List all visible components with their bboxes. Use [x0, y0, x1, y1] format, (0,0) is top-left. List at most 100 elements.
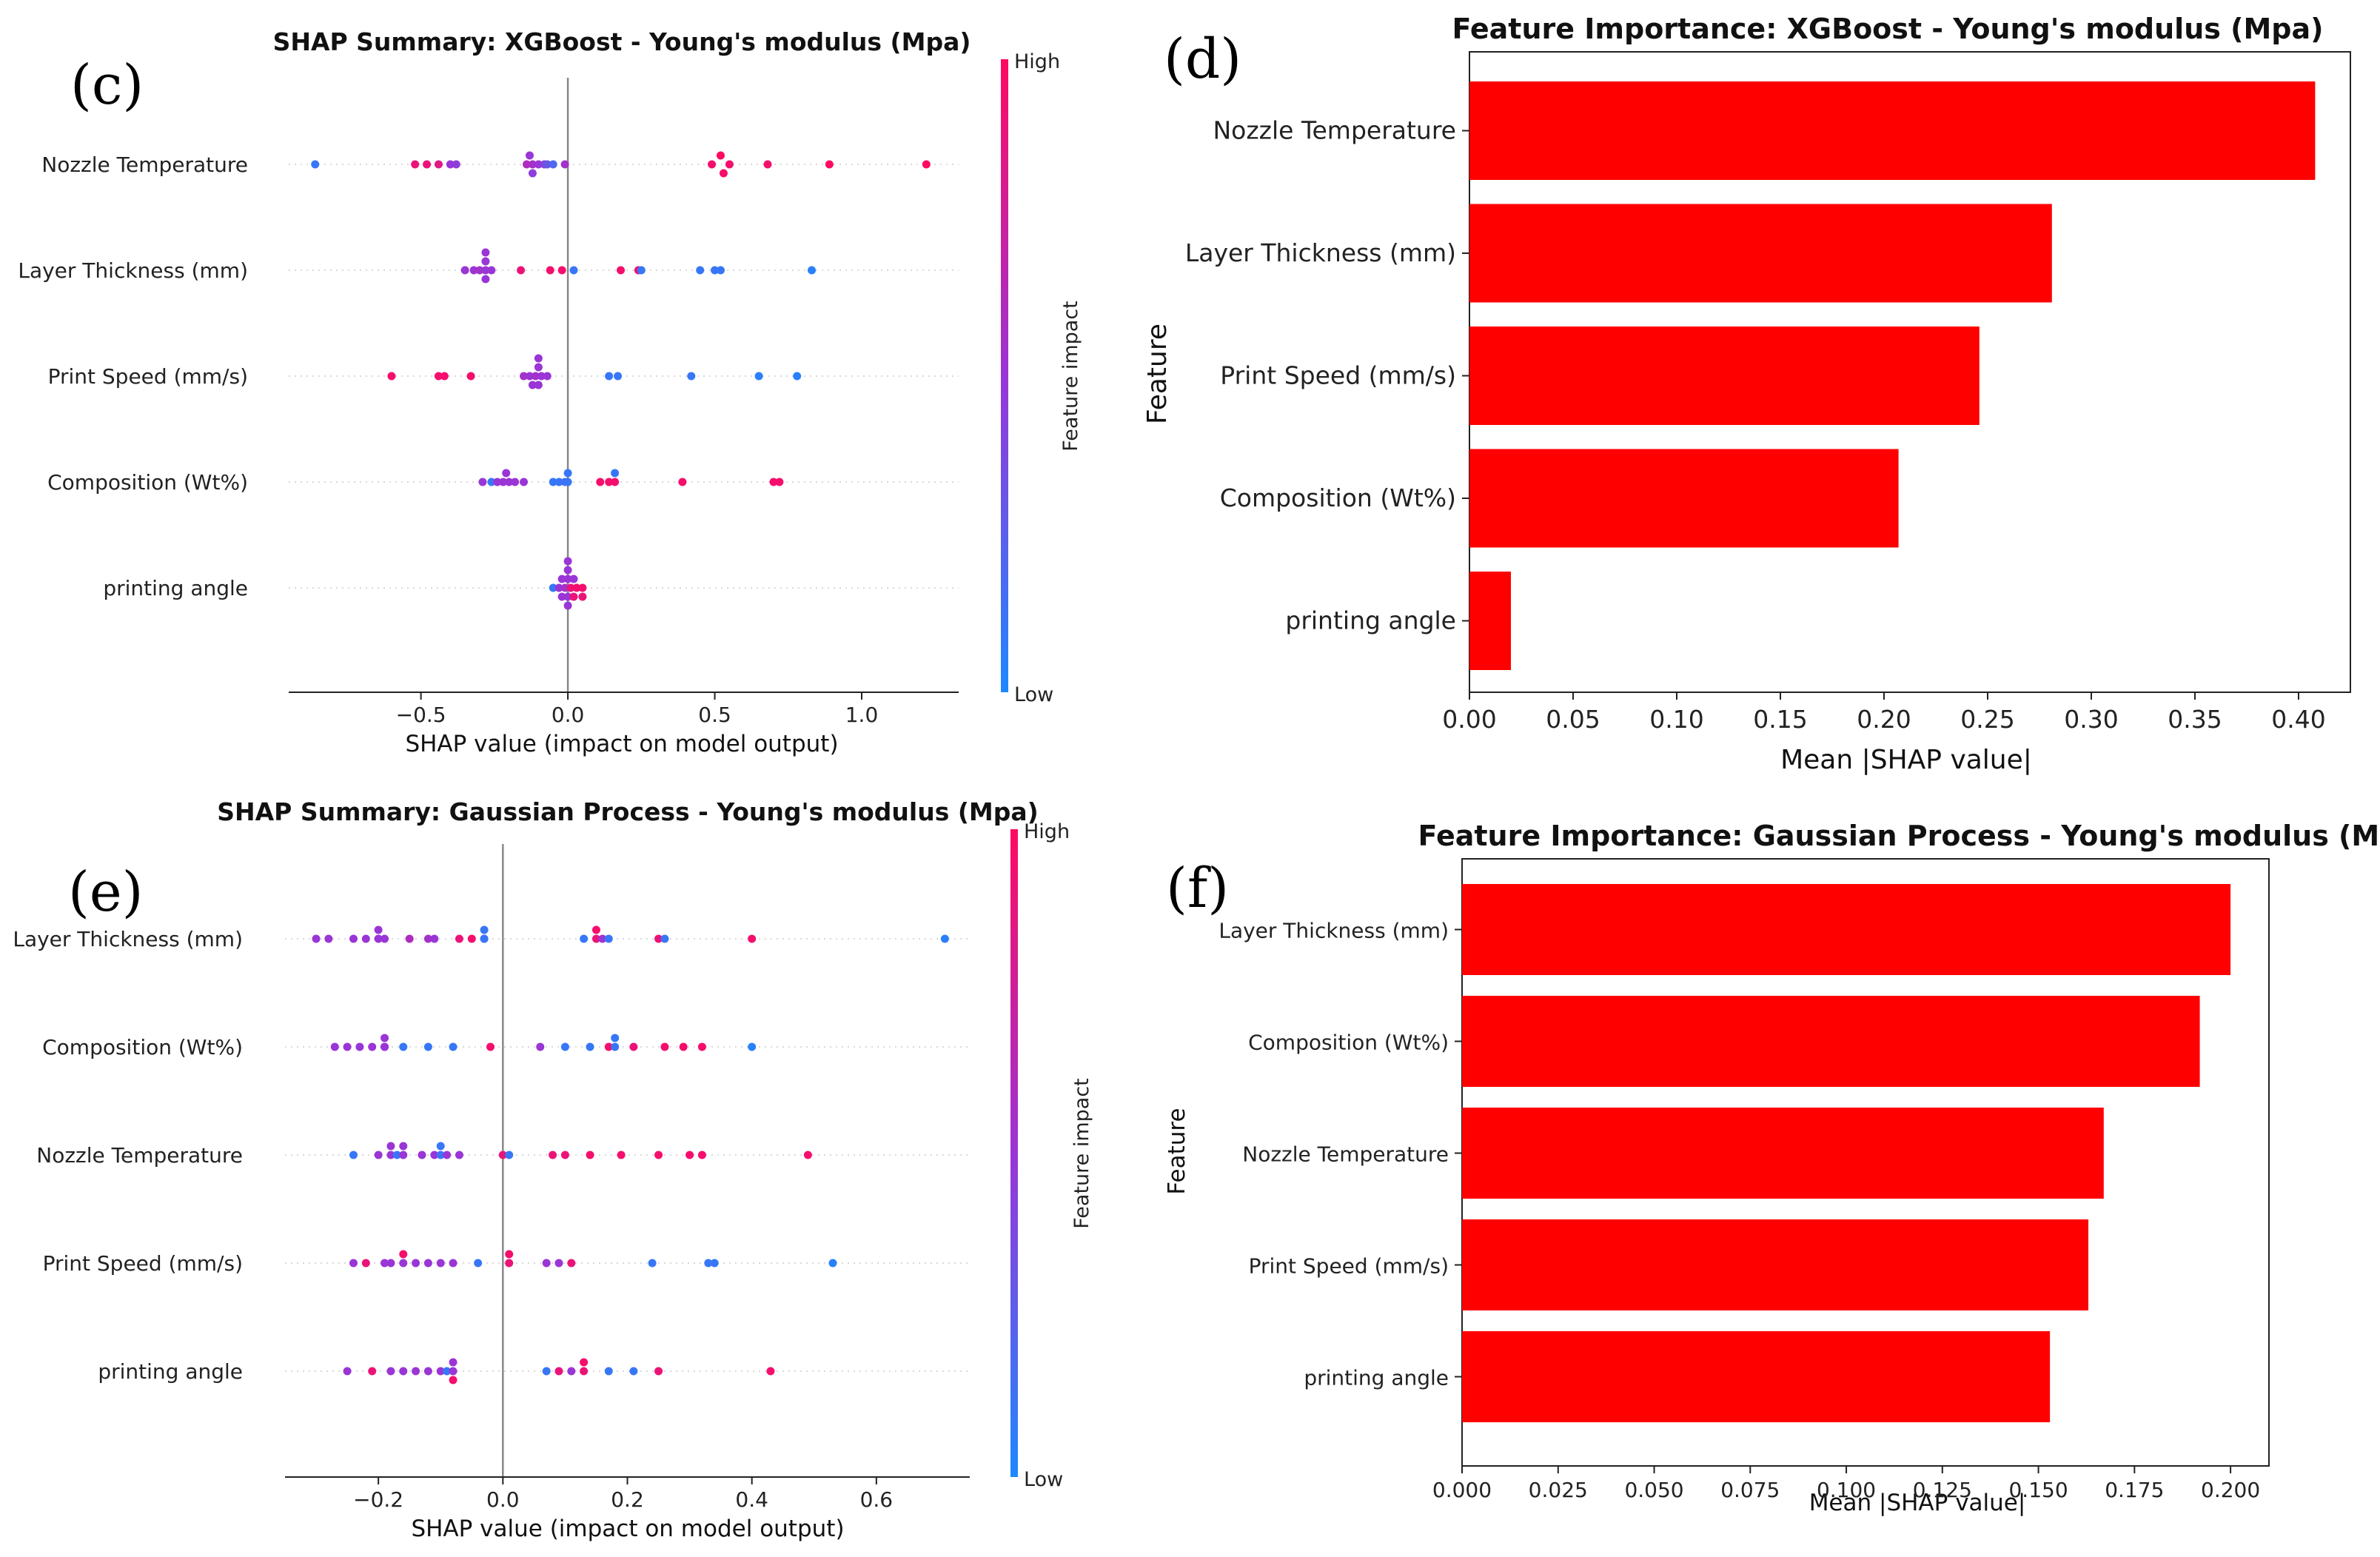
chart-c-dot — [754, 372, 763, 381]
chart-c-dot — [808, 266, 817, 275]
chart-e-dot — [430, 934, 439, 943]
chart-d-x-tick-label: 0.25 — [1960, 705, 2014, 734]
chart-d-x-tick-label: 0.30 — [2064, 705, 2118, 734]
chart-e-dot — [586, 1042, 594, 1051]
chart-c-dot — [578, 592, 587, 601]
chart-f-xlabel: Mean |SHAP value| — [1809, 1490, 2026, 1516]
chart-c-dot — [825, 160, 834, 169]
chart-e-title: SHAP Summary: Gaussian Process - Young's… — [217, 797, 1038, 826]
chart-e-colorbar — [1010, 829, 1018, 1477]
chart-e-dot — [449, 1367, 457, 1376]
chart-d-bar — [1469, 204, 2052, 303]
chart-e-feature-label: Print Speed (mm/s) — [43, 1251, 243, 1276]
chart-c-dot — [922, 160, 931, 169]
chart-c-dot — [605, 478, 614, 486]
chart-d-x-tick-label: 0.20 — [1857, 705, 1911, 734]
chart-c-dot — [769, 478, 778, 486]
chart-c-feature-label: Nozzle Temperature — [41, 153, 248, 177]
chart-e-dot — [567, 1259, 576, 1268]
chart-e-dot — [748, 1042, 757, 1051]
chart-e-dot — [648, 1259, 657, 1268]
chart-e-dot — [399, 1142, 408, 1151]
chart-f-category-label: printing angle — [1304, 1366, 1449, 1390]
chart-e-colorbar-high: High — [1024, 820, 1070, 843]
chart-e-dot — [386, 1151, 395, 1159]
chart-e-dot — [542, 1367, 551, 1376]
chart-f-category-label: Nozzle Temperature — [1242, 1142, 1449, 1167]
chart-e-dot — [381, 1034, 389, 1042]
chart-c-dot — [563, 592, 572, 601]
chart-c-plot: −0.5 0.0 0.5 1.0 Nozzle Temperature Layer Thi… — [18, 78, 959, 727]
chart-c-x-tick-label: 1.0 — [845, 703, 879, 727]
chart-c-colorbar-high: High — [1014, 50, 1060, 73]
chart-e-xlabel: SHAP value (impact on model output) — [411, 1516, 844, 1542]
chart-e-dot — [591, 934, 600, 943]
chart-f-category-label: Layer Thickness (mm) — [1219, 919, 1449, 943]
chart-c-dot — [481, 248, 490, 257]
chart-c-dot — [793, 372, 802, 381]
chart-f-x-tick-label: 0.175 — [2105, 1478, 2164, 1502]
chart-c-dot — [543, 372, 552, 381]
chart-c-dot — [446, 160, 455, 169]
chart-e-dot — [660, 1042, 669, 1051]
chart-d-category-label: Layer Thickness (mm) — [1185, 238, 1456, 267]
chart-c-dot — [534, 381, 543, 389]
chart-c-dot — [466, 372, 475, 381]
chart-e-dot — [549, 1151, 557, 1159]
chart-d-plot: Nozzle Temperature Layer Thickness (mm) Pr… — [1185, 51, 2351, 734]
chart-c-dot — [311, 160, 320, 169]
chart-c-colorbar-label: Feature impact — [1059, 301, 1082, 452]
chart-c-title: SHAP Summary: XGBoost - Young's modulus … — [273, 27, 971, 56]
chart-c-dot — [560, 160, 569, 169]
chart-e-dot — [449, 1259, 457, 1268]
chart-c-dot — [434, 372, 443, 381]
chart-c-dot — [563, 557, 572, 566]
chart-d-x-tick-label: 0.35 — [2168, 705, 2222, 734]
chart-c-dot — [487, 478, 496, 486]
chart-c-dot — [549, 478, 557, 486]
chart-c-x-tick-label: 0.5 — [698, 703, 731, 727]
chart-c-dot — [614, 372, 623, 381]
chart-e-dot — [704, 1259, 713, 1268]
chart-c-feature-label: Composition (Wt%) — [47, 470, 248, 495]
chart-c-dot — [569, 592, 578, 601]
chart-e-dot — [629, 1042, 638, 1051]
chart-e-dot — [386, 1142, 395, 1151]
chart-e-dot — [436, 1142, 445, 1151]
chart-c-dot — [534, 354, 543, 363]
chart-f-category-label: Composition (Wt%) — [1248, 1031, 1449, 1055]
chart-e-dot — [474, 1259, 483, 1268]
chart-c-dot — [611, 469, 620, 478]
chart-e-dot — [374, 934, 383, 943]
chart-e-dot — [312, 934, 321, 943]
chart-e-dot — [803, 1151, 812, 1159]
chart-e-dot — [343, 1042, 352, 1051]
chart-c-dot — [572, 583, 581, 592]
chart-c-dot — [520, 478, 529, 486]
chart-e-dot — [418, 1151, 426, 1159]
chart-e-dot — [405, 934, 414, 943]
chart-c-dot — [563, 601, 572, 610]
chart-c-dot — [537, 372, 546, 381]
chart-c-dot — [411, 160, 420, 169]
chart-e-dot — [443, 1151, 452, 1159]
chart-c-dot — [528, 169, 537, 178]
chart-e-dot — [361, 1259, 370, 1268]
chart-c-dot — [511, 478, 520, 486]
chart-c-dot — [560, 583, 569, 592]
chart-e-dot — [430, 1151, 439, 1159]
chart-c-dot — [725, 160, 734, 169]
chart-f-x-tick-label: 0.100 — [1817, 1478, 1876, 1502]
chart-d-x-tick-label: 0.10 — [1649, 705, 1703, 734]
panel-tag-d: (d) — [1164, 27, 1241, 91]
chart-f-x-tick-label: 0.000 — [1432, 1478, 1492, 1502]
chart-d-bar — [1469, 449, 1899, 548]
chart-e-feature-label: Composition (Wt%) — [42, 1035, 243, 1059]
chart-e-dot — [443, 1367, 452, 1376]
chart-e-dot — [399, 1259, 408, 1268]
chart-c-dot — [566, 583, 575, 592]
chart-c-dot — [460, 266, 469, 275]
chart-f-title: Feature Importance: Gaussian Process - Y… — [1418, 820, 2380, 852]
chart-e-dot — [611, 1042, 620, 1051]
chart-c-dot — [554, 583, 563, 592]
